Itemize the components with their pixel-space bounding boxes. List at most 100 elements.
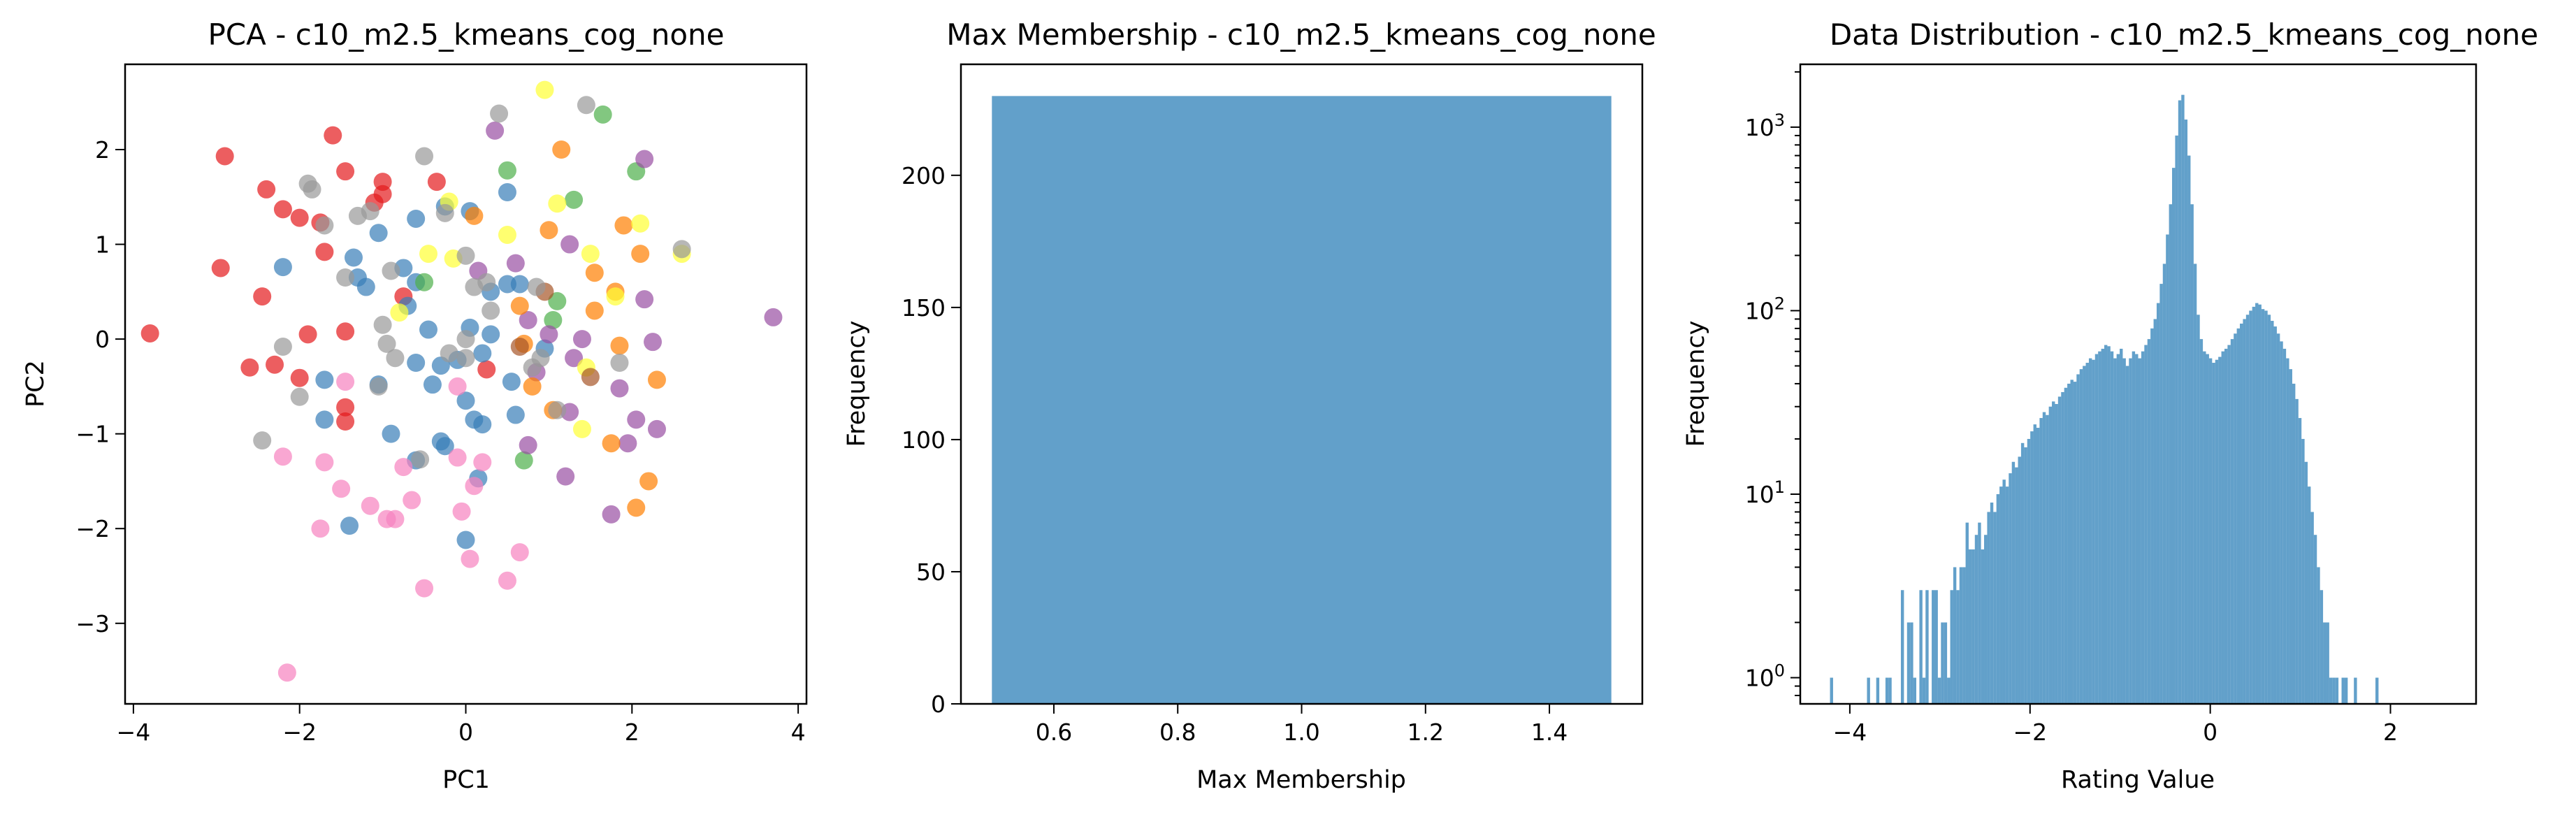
scatter-point — [498, 571, 516, 590]
histogram-bar — [1906, 622, 1911, 704]
histogram-bar — [2085, 363, 2089, 704]
histogram-bar — [1993, 512, 1997, 704]
scatter-point — [315, 216, 334, 235]
scatter-point — [577, 96, 595, 115]
histogram-bar — [1971, 549, 1975, 704]
histogram-bar — [2070, 380, 2074, 704]
scatter-point — [510, 337, 529, 356]
scatter-point — [386, 510, 405, 528]
scatter-point — [672, 240, 691, 259]
membership-histogram: Max Membership - c10_m2.5_kmeans_cog_non… — [843, 17, 1656, 794]
histogram-bar — [2144, 345, 2148, 704]
histogram-bar — [1910, 622, 1913, 704]
scatter-point — [473, 344, 492, 363]
histogram-bar — [2169, 204, 2173, 704]
scatter-point — [336, 268, 355, 287]
scatter-point — [482, 301, 500, 320]
histogram-bar — [1947, 677, 1951, 704]
histogram-bar — [1965, 522, 1969, 704]
scatter-point — [340, 517, 359, 535]
scatter-point — [490, 104, 509, 123]
scatter-point — [336, 322, 355, 341]
distribution-y-tick-label: 103 — [1745, 110, 1785, 141]
scatter-point — [647, 419, 666, 438]
histogram-bar — [1944, 622, 1948, 704]
histogram-bar — [1959, 567, 1963, 704]
scatter-point — [523, 377, 542, 396]
histogram-bar — [2088, 358, 2092, 704]
histogram-bar — [2011, 461, 2016, 704]
histogram-bar — [2079, 369, 2083, 704]
pca-x-tick-label: 0 — [458, 719, 473, 746]
scatter-point — [373, 185, 392, 203]
membership-x-tick-label: 0.8 — [1159, 719, 1196, 746]
histogram-bar — [1962, 567, 1966, 704]
scatter-point — [273, 337, 292, 356]
histogram-bar — [1987, 512, 1990, 704]
histogram-bar — [2147, 339, 2151, 704]
histogram-bar — [1925, 590, 1929, 704]
histogram-bar — [1934, 590, 1938, 704]
histogram-bar — [2289, 369, 2292, 704]
scatter-point — [324, 126, 342, 145]
scatter-point — [369, 224, 388, 243]
histogram-bar — [2344, 677, 2348, 704]
pca-axes-frame — [124, 63, 808, 705]
histogram-bar — [2276, 333, 2280, 704]
scatter-point — [510, 275, 529, 294]
histogram-bar — [1974, 535, 1978, 704]
histogram-bar — [2024, 447, 2027, 704]
scatter-point — [572, 419, 591, 438]
histogram-bar — [2282, 348, 2287, 704]
pca-y-tick-label: −2 — [75, 515, 110, 542]
histogram-bar — [1932, 590, 1935, 704]
scatter-point — [647, 370, 666, 389]
histogram-bar — [1919, 590, 1923, 704]
histogram-bar — [2073, 382, 2077, 704]
histogram-bar — [2230, 339, 2234, 704]
histogram-bar — [2255, 303, 2259, 704]
scatter-point — [486, 121, 505, 140]
scatter-point — [627, 498, 646, 517]
membership-x-axis-label: Max Membership — [1196, 766, 1406, 794]
histogram-bar — [2184, 120, 2188, 704]
scatter-point — [403, 491, 421, 510]
scatter-point — [635, 290, 654, 309]
scatter-point — [273, 200, 292, 219]
scatter-point — [610, 354, 629, 372]
scatter-point — [456, 531, 475, 549]
histogram-bar — [2138, 358, 2141, 704]
distribution-y-tick-label: 102 — [1745, 294, 1785, 324]
scatter-point — [606, 287, 625, 306]
histogram-bar — [2286, 358, 2289, 704]
histogram-bar — [1913, 677, 1917, 704]
histogram-bar — [2141, 351, 2145, 704]
distribution-x-tick-label: −4 — [1833, 719, 1867, 746]
histogram-bar — [1984, 535, 1988, 704]
histogram-bar — [1999, 486, 2003, 704]
scatter-point — [435, 203, 454, 222]
scatter-point — [394, 458, 413, 477]
scatter-point — [627, 410, 646, 429]
scatter-point — [482, 325, 500, 344]
histogram-bar — [2098, 351, 2101, 704]
histogram-bar — [1937, 677, 1941, 704]
histogram-bar — [2175, 135, 2178, 705]
scatter-point — [332, 479, 351, 498]
scatter-point — [253, 431, 272, 450]
membership-ticks-layer: 0.6 0.8 1.0 1.2 1.4 0 50 100 150 200 — [902, 162, 1568, 746]
histogram-bar — [2258, 304, 2262, 705]
scatter-point — [581, 368, 600, 387]
pca-plot-title: PCA - c10_m2.5_kmeans_cog_none — [208, 17, 724, 52]
scatter-point — [369, 377, 388, 396]
histogram-bar — [2015, 467, 2018, 704]
scatter-point — [631, 245, 650, 264]
histogram-bar — [2002, 479, 2006, 704]
membership-y-tick-label: 150 — [902, 294, 946, 322]
histogram-bar — [2178, 100, 2182, 705]
histogram-bar — [2326, 622, 2329, 704]
histogram-bar — [2264, 310, 2268, 704]
histogram-bar — [2033, 424, 2036, 704]
histogram-bar — [2292, 383, 2296, 704]
scatter-point — [631, 214, 650, 233]
